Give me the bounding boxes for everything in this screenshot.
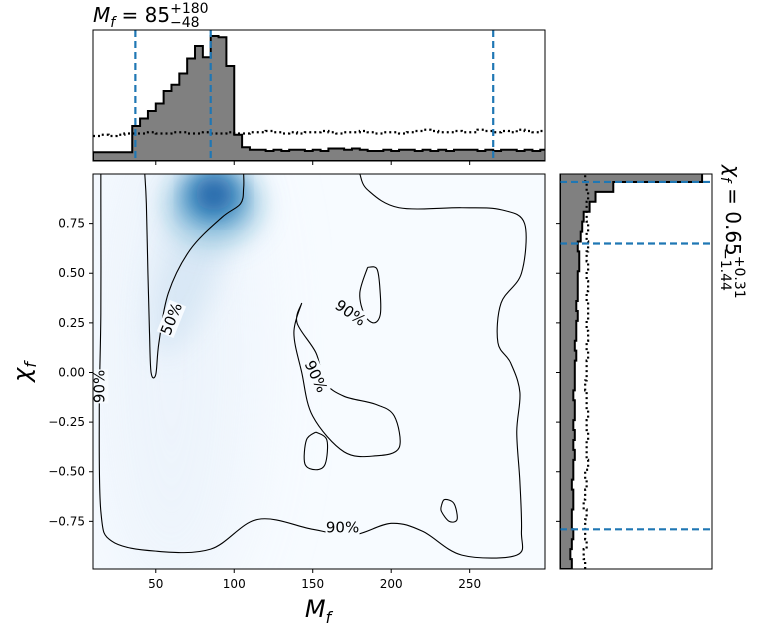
right-prior-histogram <box>582 174 590 569</box>
y-tick-label-2: 0.25 <box>58 316 85 330</box>
contour-label-1: 90% <box>90 370 108 403</box>
joint-panel: 50%90%90%90%90% 50 100 150 200 250 0.750.500… <box>8 173 546 627</box>
top-title-base: M <box>93 3 110 27</box>
y-axis-label: χf <box>8 360 40 384</box>
right-title-lowsub: −1.44 <box>717 248 733 291</box>
contour-1 <box>98 174 527 559</box>
top-prior-histogram <box>93 128 545 138</box>
contour-label-bg-2 <box>331 295 370 331</box>
contour-label-bg-0 <box>156 299 187 339</box>
x-tick-label-0: 50 <box>148 577 163 591</box>
top-marginal-panel: Mf = 85+180 −48 <box>92 1 546 165</box>
y-tick-label-4: −0.25 <box>48 415 85 429</box>
x-tick-label-4: 250 <box>458 577 481 591</box>
top-posterior-histogram <box>93 35 545 161</box>
x-tick-label-3: 200 <box>380 577 403 591</box>
contour-2 <box>359 266 382 324</box>
top-panel-ticks <box>155 161 471 165</box>
right-panel-ticks <box>556 223 560 522</box>
top-title-sup: +180 <box>170 1 208 17</box>
contour-label-bg-5 <box>325 518 360 537</box>
x-axis-label: Mf <box>305 595 334 627</box>
svg-text:χf = 0.65+0.31: χf = 0.65+0.31 <box>717 164 747 299</box>
x-tick-label-1: 100 <box>223 577 246 591</box>
contour-label-5: 90% <box>326 518 359 536</box>
x-axis-label-base: M <box>305 595 326 623</box>
y-tick-label-0: 0.75 <box>58 217 85 231</box>
y-axis-label-base: χ <box>8 367 36 384</box>
density-halo <box>93 174 252 569</box>
x-tick-label-2: 150 <box>301 577 324 591</box>
contour-3 <box>293 302 401 458</box>
contour-4 <box>303 431 329 471</box>
right-title-value: = 0.65 <box>721 182 745 256</box>
joint-x-ticks: 50 100 150 200 250 <box>148 569 481 591</box>
joint-y-ticks: 0.75 0.50 0.25 0.00 −0.25 −0.50 −0.75 <box>48 217 93 528</box>
right-quantile-lines <box>560 180 712 531</box>
contour-label-bg-3 <box>300 357 332 396</box>
contour-5 <box>440 498 458 523</box>
contour-0 <box>144 174 245 379</box>
right-panel-frame <box>559 173 713 570</box>
right-panel-title: χf = 0.65+0.31 −1.44 <box>717 164 747 299</box>
top-panel-frame <box>92 29 546 162</box>
right-title-sup: +0.31 <box>731 256 747 299</box>
y-tick-label-3: 0.00 <box>58 365 85 379</box>
right-title-sub: f <box>717 177 733 184</box>
y-axis-label-sub: f <box>21 360 40 368</box>
top-title-value: = 85 <box>115 3 170 27</box>
y-tick-label-5: −0.50 <box>48 465 85 479</box>
joint-panel-frame <box>92 173 546 570</box>
y-tick-label-1: 0.50 <box>58 266 85 280</box>
contour-label-bg-1 <box>93 369 109 404</box>
density-heatmap <box>93 174 262 569</box>
top-title-sub: f <box>110 15 117 31</box>
right-title-base: χ <box>721 164 745 178</box>
top-panel-title: Mf = 85+180 <box>93 1 209 31</box>
y-tick-label-6: −0.75 <box>48 514 85 528</box>
right-posterior-histogram <box>560 174 704 569</box>
x-axis-label-sub: f <box>326 608 334 627</box>
top-title-lowsub: −48 <box>170 15 200 31</box>
right-marginal-panel: χf = 0.65+0.31 −1.44 <box>556 164 747 570</box>
density-peak <box>193 175 234 212</box>
